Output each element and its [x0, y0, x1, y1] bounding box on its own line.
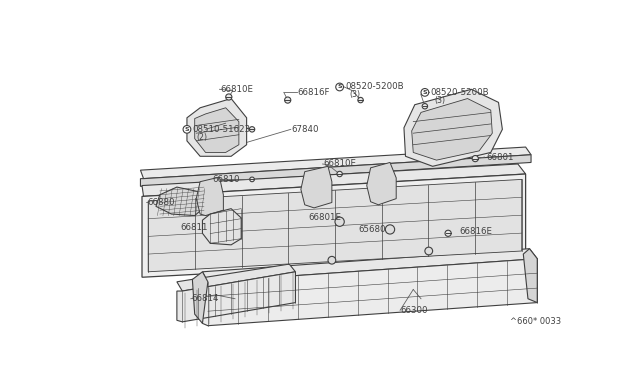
Polygon shape: [412, 99, 492, 160]
Text: (3): (3): [434, 96, 445, 105]
Circle shape: [425, 247, 433, 255]
Polygon shape: [195, 108, 239, 153]
Polygon shape: [301, 166, 332, 208]
Text: 66814: 66814: [191, 294, 219, 303]
Text: 08520-5200B: 08520-5200B: [345, 83, 404, 92]
Polygon shape: [404, 89, 502, 166]
Circle shape: [183, 125, 191, 133]
Text: 66816E: 66816E: [459, 227, 492, 236]
Polygon shape: [202, 209, 241, 245]
Circle shape: [285, 97, 291, 103]
Text: 66801: 66801: [486, 153, 514, 161]
Text: 66816F: 66816F: [298, 88, 330, 97]
Text: S: S: [184, 127, 189, 132]
Text: 67840: 67840: [292, 125, 319, 134]
Polygon shape: [524, 249, 537, 302]
Polygon shape: [142, 164, 525, 196]
Text: 66801E: 66801E: [308, 214, 342, 222]
Polygon shape: [196, 177, 223, 216]
Circle shape: [335, 217, 344, 226]
Circle shape: [337, 171, 342, 177]
Text: 66810E: 66810E: [323, 160, 356, 169]
Text: 66810: 66810: [212, 175, 240, 184]
Polygon shape: [140, 147, 531, 179]
Circle shape: [328, 256, 336, 264]
Circle shape: [445, 230, 451, 236]
Circle shape: [250, 126, 255, 132]
Circle shape: [472, 155, 478, 162]
Polygon shape: [156, 187, 205, 216]
Polygon shape: [177, 272, 296, 322]
Polygon shape: [202, 249, 537, 282]
Polygon shape: [142, 174, 525, 277]
Text: 66810E: 66810E: [220, 85, 253, 94]
Text: (3): (3): [349, 90, 360, 99]
Polygon shape: [202, 259, 537, 326]
Text: 66300: 66300: [401, 306, 428, 315]
Polygon shape: [187, 99, 246, 156]
Circle shape: [421, 89, 429, 96]
Text: S: S: [337, 84, 342, 90]
Text: 66811: 66811: [180, 224, 207, 232]
Text: 65680: 65680: [358, 225, 386, 234]
Polygon shape: [148, 179, 522, 272]
Text: S: S: [422, 90, 427, 95]
Polygon shape: [177, 264, 296, 291]
Circle shape: [358, 97, 364, 103]
Polygon shape: [193, 272, 208, 323]
Polygon shape: [140, 155, 531, 186]
Text: 08520-5200B: 08520-5200B: [430, 88, 489, 97]
Text: 66880: 66880: [147, 198, 175, 207]
Circle shape: [385, 225, 395, 234]
Text: (2): (2): [196, 132, 207, 141]
Polygon shape: [367, 163, 396, 205]
Text: 08510-51623: 08510-51623: [193, 125, 250, 134]
Circle shape: [250, 177, 254, 182]
Circle shape: [226, 94, 232, 100]
Circle shape: [422, 103, 428, 109]
Circle shape: [336, 83, 344, 91]
Text: ^660* 0033: ^660* 0033: [510, 317, 561, 326]
